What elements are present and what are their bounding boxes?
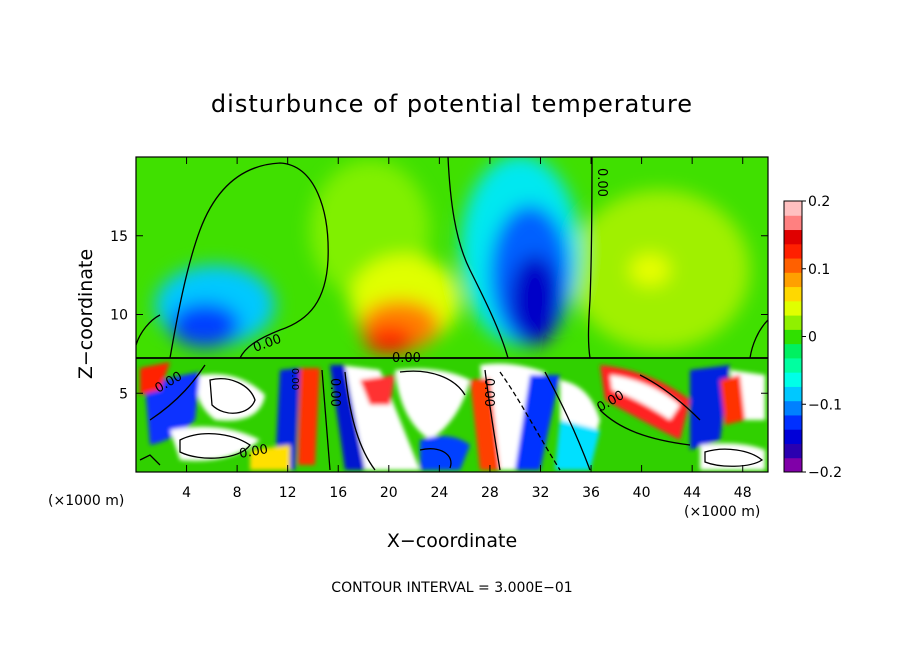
contour-line [419,448,452,469]
colorbar-swatch [784,201,802,216]
blue-band [690,365,730,450]
x-unit-right: (×1000 m) [684,504,760,520]
contour-line [599,409,691,446]
contour-line [209,378,256,414]
colorbar-swatch [784,372,802,387]
colorbar-swatch [784,258,802,273]
colorbar-swatch [784,386,802,402]
contour-line [149,364,206,421]
contour-label: 0.00 [327,378,342,407]
blue-core-left [170,303,240,347]
colorbar-swatch [784,457,802,473]
colorbar-swatch [784,315,802,330]
red-core [365,326,415,354]
colorbar-swatch [784,329,802,345]
contour-line [484,369,501,471]
blue-core-right [510,255,560,345]
x-tick-label: 20 [380,485,398,501]
contour-label: 0.00 [289,368,300,390]
plot-area: 0.00 0.00 0.00 0.00 0.00 0.00 0.00 0.00 … [136,157,768,472]
contour-line [749,319,768,359]
colorbar-swatch [784,272,802,288]
x-axis-ticks: 4 8 12 16 20 24 28 32 36 40 44 48 [182,157,752,501]
lower-layer-field [136,358,768,472]
contour-lines [136,157,768,471]
contour-line [587,157,593,359]
colorbar-tick-label: 0 [808,330,817,346]
y-tick-label: 5 [119,386,128,402]
y-axis-label: Z−coordinate [75,249,97,379]
contour-line [169,162,329,359]
cyan-band [555,420,600,470]
contour-line [344,371,376,471]
x-unit-left: (×1000 m) [48,493,124,509]
colorbar-swatch [784,243,802,259]
contour-line [136,314,161,346]
y-axis-ticks: 5 10 15 [110,229,768,402]
x-tick-label: 36 [582,485,600,501]
x-tick-label: 16 [329,485,347,501]
red-band [720,375,745,425]
colorbar-swatch [784,443,802,459]
colorbar-tick-label: −0.2 [808,465,842,481]
contour-label: 0.00 [392,351,421,366]
contour-line [639,374,701,421]
colorbar-tick-label: 0.1 [808,262,830,278]
blue-band [515,375,560,470]
colorbar-swatch [784,400,802,416]
y-tick-label: 15 [110,229,128,245]
colorbar-swatch [784,429,802,444]
colorbar-swatch [784,357,802,373]
contour-line [544,371,591,471]
red-band [298,368,320,465]
x-tick-label: 44 [683,485,701,501]
contour-label: 0.00 [238,442,269,462]
x-tick-label: 48 [734,485,752,501]
x-tick-label: 4 [182,485,191,501]
x-tick-label: 12 [279,485,297,501]
blue-band [330,365,365,470]
contour-label: 0.00 [594,168,609,197]
x-tick-label: 8 [233,485,242,501]
yellow-band [250,445,290,470]
yellow-region-right [630,254,670,286]
colorbar-swatch [784,414,802,430]
x-tick-label: 32 [532,485,550,501]
x-tick-label: 24 [430,485,448,501]
contour-line [704,448,764,467]
x-axis-label: X−coordinate [387,530,517,552]
colorbar-swatch [784,229,802,245]
y-tick-label: 10 [110,308,128,324]
contour-interval-note: CONTOUR INTERVAL = 3.000E−01 [331,580,572,596]
white-zone [395,368,470,440]
blue-band [275,368,300,470]
colorbar-tick-label: −0.1 [808,397,842,413]
colorbar-tick-label: 0.2 [808,194,830,210]
contour-line [139,454,161,466]
colorbar [783,200,803,473]
colorbar-swatch [784,286,802,302]
red-band [360,375,395,405]
colorbar-swatch [784,343,802,359]
x-tick-label: 40 [633,485,651,501]
colorbar-swatch [784,215,802,231]
contour-label: 0.00 [481,378,496,407]
colorbar-swatch [784,300,802,316]
contour-line [447,157,509,359]
contour-line [499,371,561,471]
contour-line [321,369,331,471]
contour-line [399,370,466,396]
white-zone [610,375,680,420]
red-band [470,378,500,470]
colorbar-ticks: 0.2 0.1 0 −0.1 −0.2 [802,194,842,481]
chart-title: disturbunce of potential temperature [211,90,693,118]
upper-layer-field [155,157,750,354]
x-tick-label: 28 [481,485,499,501]
contour-line [179,433,251,459]
red-band [140,362,170,395]
